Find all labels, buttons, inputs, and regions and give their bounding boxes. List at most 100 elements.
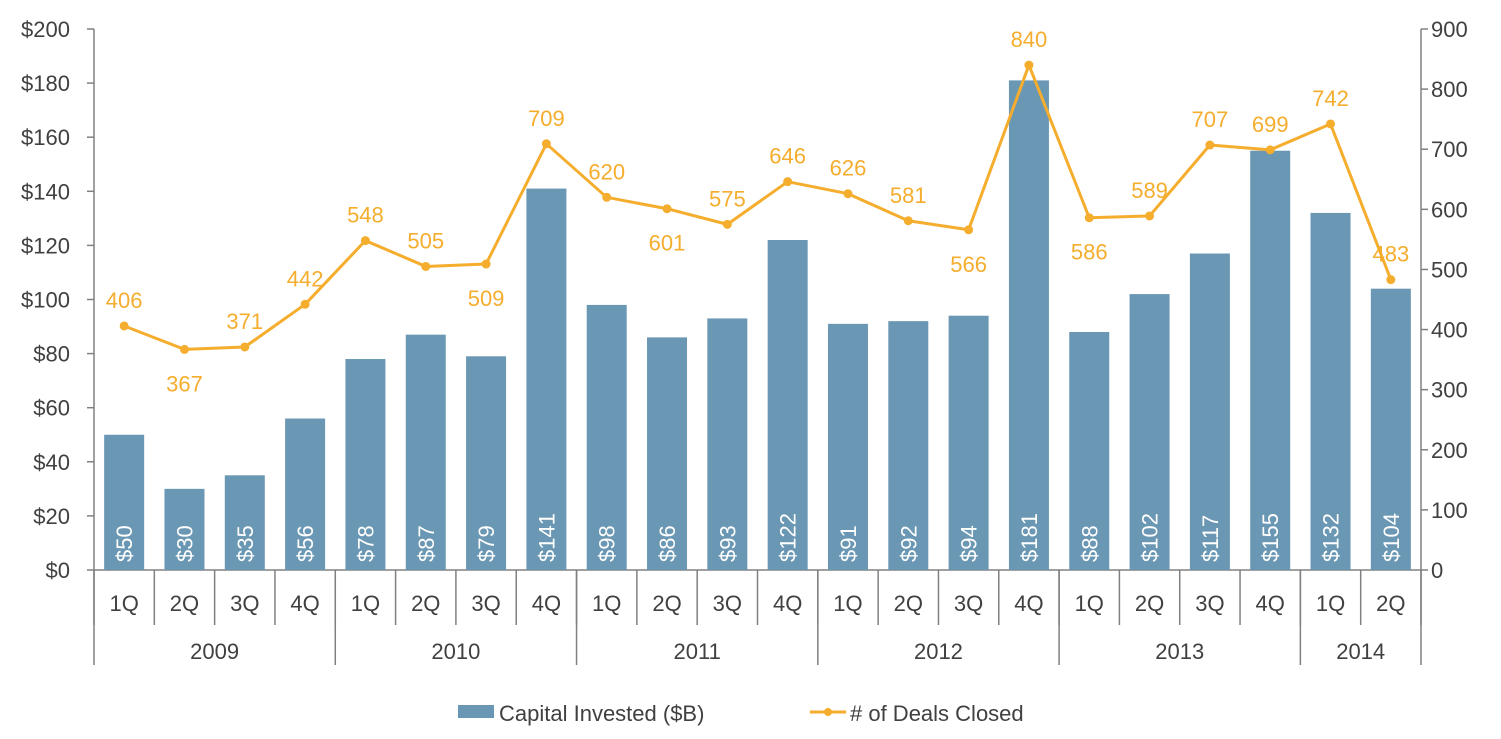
deals-point <box>179 344 189 354</box>
deals-point <box>722 219 732 229</box>
right-tick-label: 500 <box>1431 257 1468 282</box>
bar-data-label: $86 <box>655 525 680 562</box>
category-label: 3Q <box>230 591 259 616</box>
category-label: 2Q <box>1135 591 1164 616</box>
bar <box>164 488 205 570</box>
deals-line <box>123 63 1393 351</box>
deals-point <box>541 139 551 149</box>
deals-data-label: 509 <box>468 286 505 311</box>
bar-data-label: $98 <box>595 525 620 562</box>
category-label: 4Q <box>1014 591 1043 616</box>
year-label: 2011 <box>674 639 721 664</box>
deals-data-label: 589 <box>1131 178 1168 203</box>
bar <box>1129 294 1170 570</box>
deals-point <box>964 225 974 235</box>
axes: $0 $20 $40 $60 $80 $100 $120 $140 $160 $180 $200 0 1… <box>21 17 1468 665</box>
bar-series: $50 $30 $35 $56 $78 $87 $79 $141 $98 $86 $93 $122 $9… <box>104 80 1411 571</box>
category-label: 1Q <box>592 591 621 616</box>
left-tick-label: $160 <box>21 125 70 150</box>
deals-point <box>119 321 129 331</box>
legend-line-label: # of Deals Closed <box>850 701 1024 726</box>
deals-data-label: 626 <box>830 156 867 181</box>
deals-point <box>1326 119 1336 129</box>
right-tick-label: 200 <box>1431 438 1468 463</box>
deals-data-label: 620 <box>588 159 625 184</box>
deals-point <box>783 177 793 187</box>
bar-data-label: $88 <box>1077 525 1102 562</box>
deals-point <box>421 261 431 271</box>
year-label: 2012 <box>914 639 963 664</box>
category-label: 1Q <box>1075 591 1104 616</box>
right-tick-label: 300 <box>1431 378 1468 403</box>
left-tick-label: $120 <box>21 233 70 258</box>
bar <box>104 434 145 570</box>
legend-line-marker <box>824 708 832 716</box>
category-label: 2Q <box>894 591 923 616</box>
bar-data-label: $87 <box>414 525 439 562</box>
deals-point <box>1024 60 1034 70</box>
bar <box>405 334 446 570</box>
category-label: 2Q <box>652 591 681 616</box>
category-label: 3Q <box>1195 591 1224 616</box>
deals-data-label: 442 <box>287 266 324 291</box>
left-tick-label: $40 <box>33 450 70 475</box>
bar <box>827 323 868 570</box>
bar-data-label: $79 <box>474 525 499 562</box>
deals-data-label: 709 <box>528 106 565 131</box>
deals-data-label: 367 <box>166 371 203 396</box>
category-label: 4Q <box>290 591 319 616</box>
right-tick-label: 400 <box>1431 318 1468 343</box>
bar-data-label: $122 <box>776 513 801 562</box>
bar <box>948 315 989 570</box>
deals-data-label: 840 <box>1011 27 1048 52</box>
bar-data-label: $141 <box>534 513 559 562</box>
bar <box>345 359 386 570</box>
deals-data-label: 707 <box>1192 107 1229 132</box>
deals-data-label: 406 <box>106 288 143 313</box>
legend-bar-label: Capital Invested ($B) <box>499 701 704 726</box>
deals-data-label: 581 <box>890 183 927 208</box>
deals-point <box>602 192 612 202</box>
year-label: 2013 <box>1155 639 1204 664</box>
deals-data-label: 586 <box>1071 240 1108 265</box>
bar <box>767 239 808 571</box>
year-label: 2014 <box>1336 639 1385 664</box>
bar <box>647 337 688 570</box>
year-label: 2010 <box>431 639 480 664</box>
category-label: 1Q <box>109 591 138 616</box>
legend: Capital Invested ($B) # of Deals Closed <box>458 701 1024 726</box>
bar <box>1069 331 1110 570</box>
bar <box>1008 80 1049 571</box>
category-label: 1Q <box>1316 591 1345 616</box>
right-tick-label: 900 <box>1431 17 1468 42</box>
deals-point <box>1386 275 1396 285</box>
right-tick-label: 0 <box>1431 558 1443 583</box>
left-tick-label: $100 <box>21 288 70 313</box>
deals-point <box>1205 140 1215 150</box>
bar-data-label: $132 <box>1319 513 1344 562</box>
right-tick-label: 600 <box>1431 197 1468 222</box>
bar <box>888 321 929 570</box>
bar-data-label: $94 <box>957 525 982 562</box>
year-label: 2009 <box>190 639 239 664</box>
right-tick-label: 700 <box>1431 137 1468 162</box>
bar <box>224 475 265 570</box>
bar-data-label: $56 <box>293 525 318 562</box>
bar-data-label: $117 <box>1198 515 1223 562</box>
deals-point <box>481 259 491 269</box>
bar <box>526 188 567 570</box>
bar-data-label: $91 <box>836 525 861 562</box>
category-label: 1Q <box>833 591 862 616</box>
left-tick-label: $20 <box>33 504 70 529</box>
bar <box>1370 288 1411 570</box>
bar <box>1250 150 1291 570</box>
category-label: 2Q <box>1376 591 1405 616</box>
deals-point <box>903 216 913 226</box>
right-tick-label: 800 <box>1431 77 1468 102</box>
bar-data-label: $50 <box>112 525 137 562</box>
bar-data-label: $92 <box>896 525 921 562</box>
deals-point <box>843 189 853 199</box>
category-label: 2Q <box>170 591 199 616</box>
category-label: 2Q <box>411 591 440 616</box>
bar <box>707 318 748 570</box>
